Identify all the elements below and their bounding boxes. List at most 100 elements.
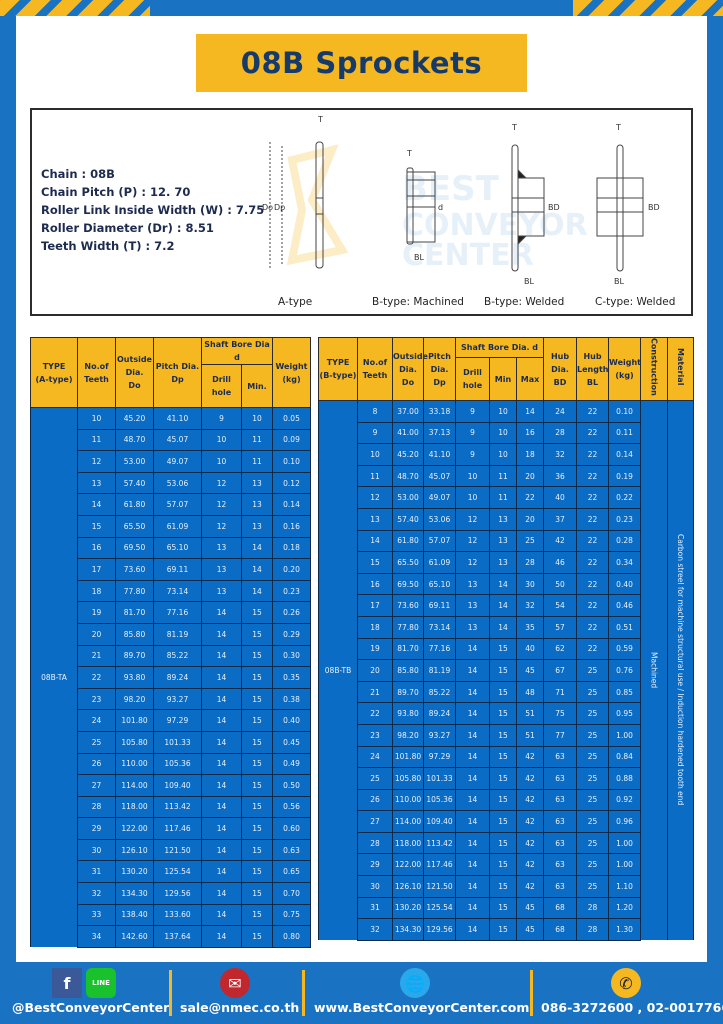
- table-cell: 0.46: [608, 594, 642, 617]
- table-cell: 110.00: [392, 788, 424, 812]
- table-row: 20 85.80 81.19 14 15 0.29: [31, 622, 311, 646]
- table-cell: 81.19: [153, 622, 202, 646]
- table-cell: 42: [515, 745, 545, 769]
- table-row: 13 57.40 53.06 12 13 20 37 22 0.23: [319, 507, 694, 531]
- email-link[interactable]: sale@nmec.co.th: [180, 1000, 300, 1015]
- table-cell: 42: [515, 767, 545, 790]
- table-cell: 14: [489, 572, 517, 596]
- header-type: TYPE (B-type): [318, 337, 358, 401]
- table-cell: 10: [489, 443, 517, 466]
- table-cell: 1.30: [608, 918, 642, 941]
- header-type: TYPE (A-type): [30, 337, 78, 408]
- table-cell: 10: [77, 407, 116, 430]
- svg-text:T: T: [615, 123, 621, 132]
- a-type-table: TYPE (A-type) No.of Teeth Outside Dia. Do Pi…: [30, 337, 311, 948]
- table-cell: 130.20: [115, 860, 154, 884]
- table-cell: 25: [576, 875, 610, 898]
- table-cell: 1.20: [608, 896, 642, 920]
- table-cell: 11: [489, 486, 517, 509]
- table-cell: 105.36: [153, 752, 202, 776]
- table-cell: 32: [357, 918, 393, 941]
- facebook-icon[interactable]: f: [52, 968, 82, 998]
- table-cell: 73.14: [153, 579, 202, 603]
- table-cell: 15: [489, 896, 517, 920]
- table-cell: 0.40: [272, 709, 311, 732]
- table-cell: 22: [576, 421, 610, 445]
- table-cell: 15: [241, 817, 273, 840]
- svg-text:d: d: [438, 203, 443, 212]
- table-cell: 20: [515, 507, 545, 531]
- table-cell: 63: [543, 875, 578, 898]
- table-cell: 12: [201, 471, 242, 495]
- table-cell: 15: [241, 644, 273, 668]
- phone-numbers[interactable]: 086-3272600 , 02-0017766: [541, 1000, 723, 1015]
- table-cell: 14: [201, 687, 242, 711]
- table-cell: 14: [455, 680, 490, 704]
- table-cell: 9: [455, 400, 490, 423]
- table-row: 22 93.80 89.24 14 15 0.35: [31, 666, 311, 689]
- table-cell: 114.00: [392, 810, 424, 833]
- website-link[interactable]: www.BestConveyorCenter.com: [314, 1000, 530, 1015]
- table-cell: 63: [543, 853, 578, 877]
- table-cell: 12: [201, 493, 242, 516]
- table-cell: 15: [241, 925, 273, 948]
- table-cell: 137.64: [153, 925, 202, 948]
- table-cell: 15: [241, 795, 273, 819]
- table-cell: 45: [515, 659, 545, 682]
- table-cell: 0.49: [272, 752, 311, 776]
- table-cell: 68: [543, 896, 578, 920]
- table-row: 15 65.50 61.09 12 13 28 46 22 0.34: [319, 551, 694, 574]
- table-cell: 101.80: [115, 709, 154, 732]
- material-cell-text: Carbon streel for machine structural use…: [676, 534, 686, 806]
- svg-text:T: T: [317, 115, 323, 124]
- table-cell: 14: [455, 702, 490, 725]
- table-cell: 13: [241, 514, 273, 538]
- table-cell: 12: [201, 514, 242, 538]
- table-cell: 22: [576, 529, 610, 553]
- table-cell: 14: [455, 637, 490, 661]
- table-row: 08B-TB 8 37.00 33.18 9 10 14 24 22 0.10 Machined Ca…: [318, 400, 695, 941]
- table-row: 19 81.70 77.16 14 15 0.26: [31, 601, 311, 624]
- table-cell: 21: [357, 680, 393, 704]
- table-cell: 18: [515, 443, 545, 466]
- table-cell: 81.70: [392, 637, 424, 661]
- table-cell: 0.59: [608, 637, 642, 661]
- table-cell: 14: [241, 558, 273, 581]
- line-icon[interactable]: LINE: [86, 968, 116, 998]
- table-cell: 14: [201, 601, 242, 624]
- table-cell: 24: [357, 745, 393, 769]
- table-cell: 13: [201, 536, 242, 560]
- table-cell: 14: [455, 767, 490, 790]
- table-cell: 77.16: [423, 637, 456, 661]
- svg-text:Do: Do: [262, 203, 273, 212]
- table-cell: 57.07: [423, 529, 456, 553]
- table-cell: 28: [357, 831, 393, 855]
- social-handle[interactable]: @BestConveyorCenter: [12, 1000, 170, 1015]
- table-cell: 15: [489, 745, 517, 769]
- type-cell: 08B-TB: [318, 400, 358, 941]
- header-min: Min: [489, 357, 517, 401]
- table-cell: 1.00: [608, 723, 642, 747]
- table-cell: 61.80: [115, 493, 154, 516]
- table-row: 24 101.80 97.29 14 15 42 63 25 0.84: [319, 745, 694, 769]
- table-cell: 61.09: [423, 551, 456, 574]
- table-cell: 36: [543, 464, 578, 488]
- table-cell: 22: [576, 615, 610, 639]
- table-cell: 93.80: [115, 666, 154, 689]
- table-row: 10 45.20 41.10 9 10 18 32 22 0.14: [319, 443, 694, 466]
- svg-text:BL: BL: [524, 277, 534, 286]
- table-cell: 9: [455, 443, 490, 466]
- table-cell: 0.34: [608, 551, 642, 574]
- table-cell: 54: [543, 594, 578, 617]
- table-cell: 129.56: [153, 882, 202, 905]
- table-cell: 109.40: [153, 774, 202, 797]
- table-row: 32 134.30 129.56 14 15 0.70: [31, 882, 311, 905]
- table-row: 16 69.50 65.10 13 14 30 50 22 0.40: [319, 572, 694, 596]
- table-cell: 98.20: [115, 687, 154, 711]
- table-row: 12 53.00 49.07 10 11 22 40 22 0.22: [319, 486, 694, 509]
- table-cell: 37.00: [392, 400, 424, 423]
- material-cell: Carbon streel for machine structural use…: [667, 400, 695, 941]
- table-cell: 22: [77, 666, 116, 689]
- table-cell: 85.80: [115, 622, 154, 646]
